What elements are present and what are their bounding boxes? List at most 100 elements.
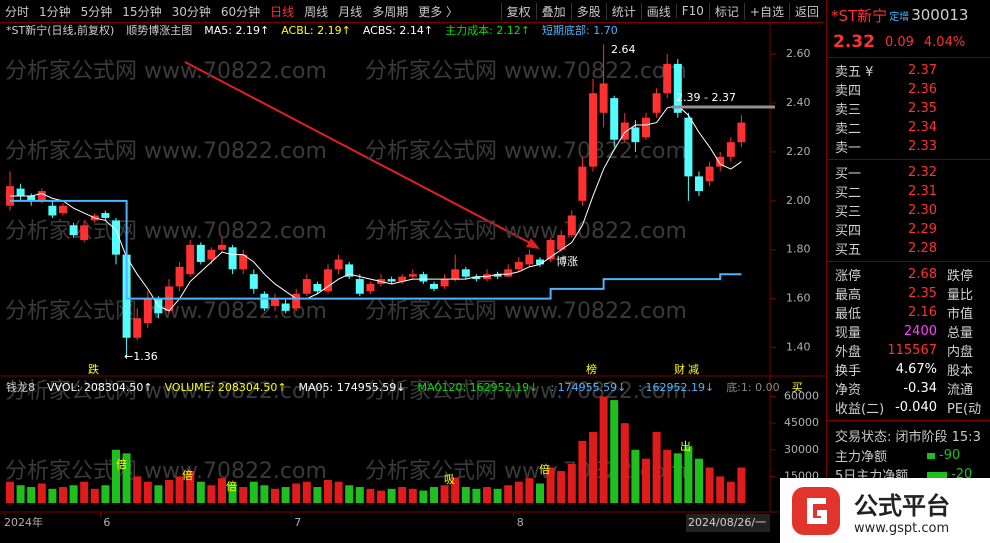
volume-bar [281, 487, 290, 503]
status: 交易状态: 闭市阶段 15:3 [835, 429, 981, 445]
annotation: 倍 [182, 468, 193, 482]
stat-label2: 流通 [947, 383, 974, 398]
volume-bar [705, 467, 714, 503]
header-row: *ST新宁 定增 300013 [827, 0, 990, 30]
book-row: 卖四 2.36 [827, 80, 990, 99]
candle-body [408, 274, 417, 277]
candle-body [355, 279, 364, 294]
volume-bar [726, 481, 735, 503]
candle-body [207, 249, 216, 260]
x-tick-label: 8 [517, 516, 524, 529]
book-price: 2.33 [908, 139, 937, 154]
tool-button[interactable]: 叠加 [535, 2, 571, 20]
candle-body [302, 279, 311, 294]
candle-body [461, 269, 470, 277]
stat-label: 收益(二) [835, 402, 885, 417]
annotation: 吸 [444, 473, 455, 486]
period-tab[interactable]: 多周期 [372, 4, 409, 19]
stat-value: -0.34 [903, 381, 937, 396]
candle-body [387, 279, 396, 282]
volume-bar [451, 478, 460, 503]
stat-value: 115567 [887, 343, 937, 358]
stat-row: 最低 2.16 市值 [827, 303, 990, 322]
volume-bar [292, 483, 301, 503]
candle-body [663, 63, 672, 94]
tool-button[interactable]: +自选 [743, 2, 789, 20]
volume-bar [69, 485, 78, 503]
volume-bar [196, 481, 205, 503]
volume-bar [271, 488, 279, 503]
period-tab[interactable]: 周线 [304, 4, 329, 19]
volume-bar [716, 476, 725, 503]
period-tab[interactable]: 月线 [338, 4, 363, 19]
period-tab[interactable]: 30分钟 [171, 4, 211, 19]
period-tab[interactable]: 60分钟 [220, 4, 261, 19]
tag: 定增 [889, 11, 910, 23]
stat-label: 涨停 [835, 269, 862, 284]
volume-bar [430, 487, 438, 503]
annotation: 博涨 [556, 255, 578, 268]
stat-label: 换手 [835, 364, 862, 379]
period-tab[interactable]: 5分钟 [80, 4, 113, 19]
volume-bar [493, 488, 502, 503]
volume-bar [112, 449, 120, 503]
volume-bar [6, 481, 14, 503]
volume-bar [461, 487, 470, 503]
tool-button[interactable]: 多股 [570, 2, 606, 20]
logo: 公式平台 www.gspt.com [780, 478, 990, 543]
book-label: 卖一 [835, 141, 862, 156]
candle-body [631, 127, 640, 143]
tool-button[interactable]: 统计 [605, 2, 641, 20]
indicator-text: MA5: 2.19↑ [204, 24, 269, 37]
candle-body [260, 293, 269, 309]
tool-button[interactable]: F10 [675, 4, 709, 18]
candle-body [726, 142, 735, 157]
indicator-text: ACBL: 2.19↑ [281, 24, 351, 37]
tool-button[interactable]: 画线 [640, 2, 676, 20]
book-label: 卖五 ¥ [835, 65, 874, 80]
period-tab[interactable]: 1分钟 [39, 4, 71, 19]
toolbar: 分时 1分钟 5分钟 15分钟 30分钟 60分钟 日线 周线 月线 多周期 更多 〉 复权 叠加 多股统… [0, 0, 824, 23]
volume-bar [59, 487, 67, 503]
period-tab[interactable]: 分时 [5, 4, 30, 19]
book-label: 卖四 [835, 84, 862, 99]
y-tick-label: 30000 [784, 443, 819, 456]
candle-body [440, 279, 449, 287]
stat-label2: 市值 [947, 307, 974, 322]
annotation: 财 [674, 362, 685, 376]
period-tab[interactable]: 更多 〉 [418, 4, 459, 19]
book-row: 卖二 2.34 [827, 118, 990, 137]
candle-body [143, 298, 152, 324]
candle-body [684, 117, 693, 177]
book-price: 2.28 [908, 241, 937, 256]
candle-body [525, 254, 534, 265]
annotation: 减 [688, 363, 699, 376]
period-tab[interactable]: 日线 [270, 4, 295, 19]
candle-body [334, 259, 343, 270]
book-price: 2.30 [908, 203, 937, 218]
volume-bar [90, 488, 99, 503]
tool-button[interactable]: 返回 [788, 2, 824, 20]
candle-body [175, 266, 184, 287]
stat-row: 涨停 2.68 跌停 [827, 265, 990, 284]
tool-button[interactable]: 复权 [500, 2, 536, 20]
candle-body [366, 283, 375, 292]
stat-value: 2400 [903, 324, 937, 339]
y-tick-label: 2.60 [786, 47, 811, 60]
annotation: 跌 [88, 362, 99, 376]
candle-body [737, 122, 746, 143]
candle-body [186, 244, 195, 275]
volume-bar [133, 476, 142, 503]
stat-label: 净资 [835, 383, 862, 398]
candle-body [504, 269, 513, 277]
period-tab[interactable]: 15分钟 [122, 4, 162, 19]
flow-row: 主力净额 -90 [827, 446, 990, 465]
x-tick-label: 7 [294, 516, 301, 529]
candle-body [345, 264, 354, 277]
stat-label2: 总量 [947, 326, 974, 341]
volume-bar [695, 458, 703, 503]
y-tick-label: 1.40 [786, 341, 811, 354]
candle-body [419, 274, 428, 282]
candle-body [652, 93, 661, 113]
tool-button[interactable]: 标记 [708, 2, 744, 20]
